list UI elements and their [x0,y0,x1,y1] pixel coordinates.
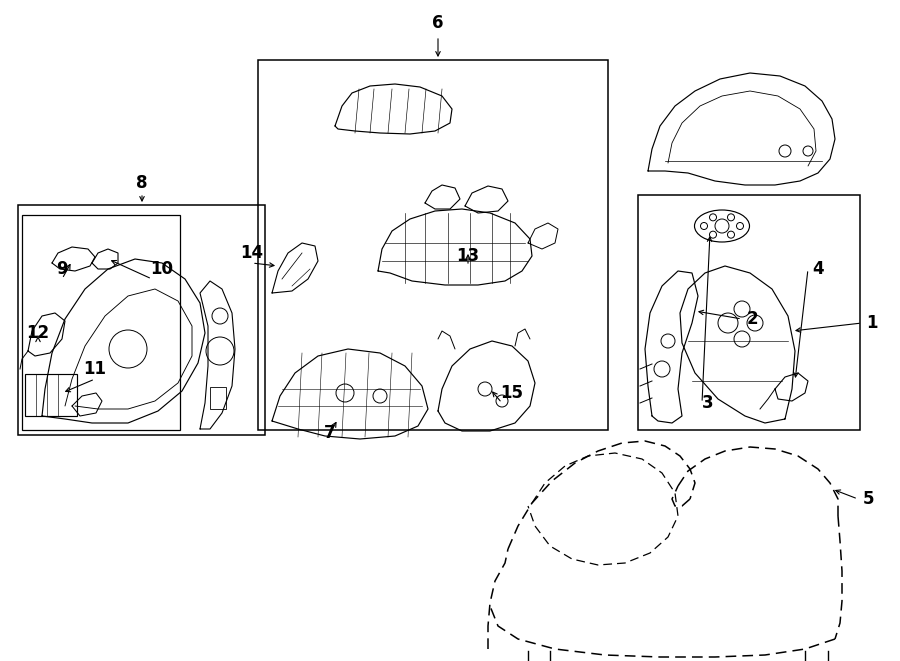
Text: 6: 6 [432,14,444,32]
Bar [18,205,265,435]
Bar [210,387,226,409]
Text: 15: 15 [500,384,524,402]
Text: 11: 11 [84,360,106,378]
Bar [22,215,180,430]
Bar [258,60,608,430]
Bar [638,195,860,430]
Text: 7: 7 [324,424,336,442]
Text: 4: 4 [812,260,824,278]
Text: 9: 9 [56,260,68,278]
Text: 10: 10 [150,260,174,278]
Text: 12: 12 [26,324,50,342]
Text: 1: 1 [867,314,877,332]
Text: 5: 5 [862,490,874,508]
Text: 8: 8 [136,174,148,192]
Text: 3: 3 [702,394,714,412]
Bar [25,374,77,416]
Text: 13: 13 [456,247,480,265]
Text: 2: 2 [746,310,758,328]
Text: 14: 14 [240,244,264,262]
